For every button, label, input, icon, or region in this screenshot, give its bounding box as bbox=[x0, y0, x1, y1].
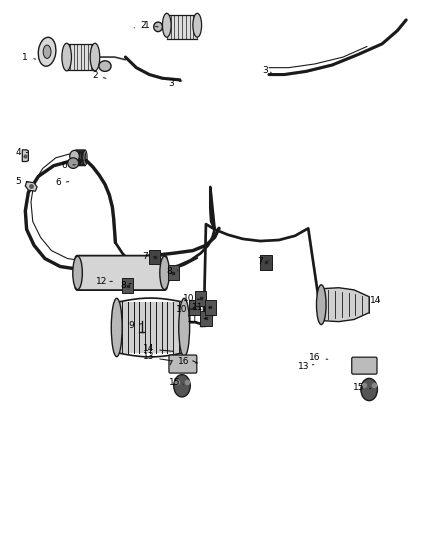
Ellipse shape bbox=[174, 375, 190, 397]
Text: 15: 15 bbox=[353, 383, 371, 392]
Ellipse shape bbox=[160, 256, 170, 289]
Ellipse shape bbox=[73, 256, 82, 289]
FancyBboxPatch shape bbox=[169, 355, 197, 373]
Text: 10: 10 bbox=[176, 305, 193, 314]
Text: 14: 14 bbox=[143, 344, 162, 353]
Text: 9: 9 bbox=[128, 321, 141, 330]
Text: 16: 16 bbox=[309, 353, 328, 362]
Ellipse shape bbox=[317, 285, 326, 325]
FancyBboxPatch shape bbox=[352, 357, 377, 374]
Ellipse shape bbox=[179, 298, 190, 357]
FancyBboxPatch shape bbox=[195, 291, 206, 306]
Text: 11: 11 bbox=[187, 315, 205, 324]
FancyBboxPatch shape bbox=[260, 255, 272, 270]
Ellipse shape bbox=[111, 298, 122, 357]
Ellipse shape bbox=[68, 158, 79, 168]
Text: 7: 7 bbox=[258, 257, 269, 265]
FancyBboxPatch shape bbox=[168, 265, 179, 280]
Text: 6: 6 bbox=[55, 178, 69, 187]
Text: 4: 4 bbox=[15, 148, 28, 157]
FancyBboxPatch shape bbox=[75, 256, 167, 290]
Text: 1: 1 bbox=[22, 53, 35, 62]
Ellipse shape bbox=[361, 378, 378, 401]
Text: 2: 2 bbox=[134, 21, 146, 30]
Ellipse shape bbox=[154, 22, 162, 31]
Text: 6: 6 bbox=[62, 161, 75, 170]
Text: 10: 10 bbox=[183, 294, 199, 303]
Text: 7: 7 bbox=[142, 253, 154, 262]
Polygon shape bbox=[25, 182, 37, 191]
Ellipse shape bbox=[90, 43, 100, 71]
Text: 8: 8 bbox=[120, 280, 131, 289]
Text: 1: 1 bbox=[144, 21, 158, 30]
FancyBboxPatch shape bbox=[188, 301, 200, 316]
FancyBboxPatch shape bbox=[205, 300, 216, 315]
Text: 5: 5 bbox=[15, 177, 28, 186]
Text: 14: 14 bbox=[370, 296, 381, 305]
FancyBboxPatch shape bbox=[149, 249, 160, 264]
Text: 16: 16 bbox=[178, 358, 196, 367]
Ellipse shape bbox=[193, 13, 201, 37]
Ellipse shape bbox=[99, 61, 111, 71]
Text: 11: 11 bbox=[191, 303, 209, 312]
Polygon shape bbox=[321, 288, 369, 321]
Polygon shape bbox=[67, 44, 95, 70]
Ellipse shape bbox=[62, 43, 71, 71]
Text: 12: 12 bbox=[96, 277, 113, 286]
Ellipse shape bbox=[38, 37, 56, 66]
FancyBboxPatch shape bbox=[200, 311, 212, 326]
Text: 13: 13 bbox=[143, 352, 162, 361]
Ellipse shape bbox=[162, 13, 171, 37]
Text: 2: 2 bbox=[92, 71, 106, 80]
Polygon shape bbox=[22, 150, 28, 161]
Ellipse shape bbox=[70, 150, 79, 162]
FancyBboxPatch shape bbox=[122, 278, 133, 293]
Ellipse shape bbox=[43, 45, 51, 59]
Text: 8: 8 bbox=[166, 268, 178, 276]
Text: 15: 15 bbox=[169, 377, 184, 386]
Text: 3: 3 bbox=[262, 66, 271, 75]
Polygon shape bbox=[117, 302, 184, 353]
Text: 3: 3 bbox=[168, 79, 182, 88]
Polygon shape bbox=[167, 14, 197, 38]
Text: 13: 13 bbox=[298, 362, 314, 370]
